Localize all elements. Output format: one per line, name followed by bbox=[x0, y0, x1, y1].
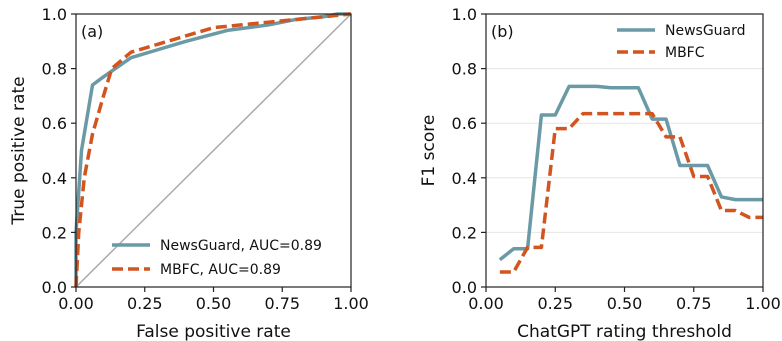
panel-a: 0.00 0.25 0.50 0.75 1.00 0.0 0.2 0.4 0.6 0.8 1.0 Fa… bbox=[9, 5, 369, 341]
series-line-newsguard bbox=[498, 84, 763, 262]
y-tick-label: 0.0 bbox=[42, 278, 67, 297]
x-tick-label: 0.50 bbox=[607, 294, 643, 313]
panel-b: 0.00 0.25 0.50 0.75 1.00 0.0 0.2 0.4 0.6 0.8 1.0 Ch… bbox=[419, 5, 781, 341]
y-tick-label: 1.0 bbox=[452, 5, 477, 24]
x-tick-label: 0.00 bbox=[58, 294, 94, 313]
x-tick-label: 0.00 bbox=[468, 294, 504, 313]
panel-label: (b) bbox=[491, 22, 514, 41]
y-tick-label: 0.6 bbox=[452, 114, 477, 133]
y-tick-label: 0.8 bbox=[452, 60, 477, 79]
series-line-mbfc bbox=[499, 111, 763, 274]
legend: NewsGuard MBFC bbox=[617, 23, 746, 61]
y-tick-label: 0.6 bbox=[42, 114, 67, 133]
legend-label: NewsGuard, AUC=0.89 bbox=[160, 238, 322, 254]
y-axis-title: F1 score bbox=[419, 115, 439, 187]
legend-label: MBFC, AUC=0.89 bbox=[160, 262, 281, 278]
y-tick-label: 0.2 bbox=[42, 223, 67, 242]
x-tick-label: 0.75 bbox=[676, 294, 712, 313]
y-tick-label: 1.0 bbox=[42, 5, 67, 24]
x-axis-title: ChatGPT rating threshold bbox=[517, 322, 732, 341]
x-tick-label: 0.75 bbox=[264, 294, 300, 313]
y-tick-label: 0.4 bbox=[42, 169, 67, 188]
x-tick-label: 0.50 bbox=[196, 294, 232, 313]
x-tick-label: 1.00 bbox=[333, 294, 369, 313]
legend: NewsGuard, AUC=0.89 MBFC, AUC=0.89 bbox=[112, 238, 322, 278]
y-axis-title: True positive rate bbox=[9, 76, 29, 225]
x-tick-label: 0.25 bbox=[537, 294, 573, 313]
y-tick-label: 0.8 bbox=[42, 60, 67, 79]
y-tick-label: 0.2 bbox=[452, 223, 477, 242]
panel-label: (a) bbox=[81, 22, 103, 41]
x-tick-label: 1.00 bbox=[745, 294, 781, 313]
chance-diagonal bbox=[75, 13, 352, 288]
legend-label: MBFC bbox=[665, 45, 705, 61]
legend-label: NewsGuard bbox=[665, 23, 746, 39]
x-axis-title: False positive rate bbox=[136, 322, 291, 341]
series-line-mbfc bbox=[74, 12, 352, 288]
x-tick-label: 0.25 bbox=[127, 294, 163, 313]
y-tick-label: 0.4 bbox=[452, 169, 477, 188]
y-tick-label: 0.0 bbox=[452, 278, 477, 297]
